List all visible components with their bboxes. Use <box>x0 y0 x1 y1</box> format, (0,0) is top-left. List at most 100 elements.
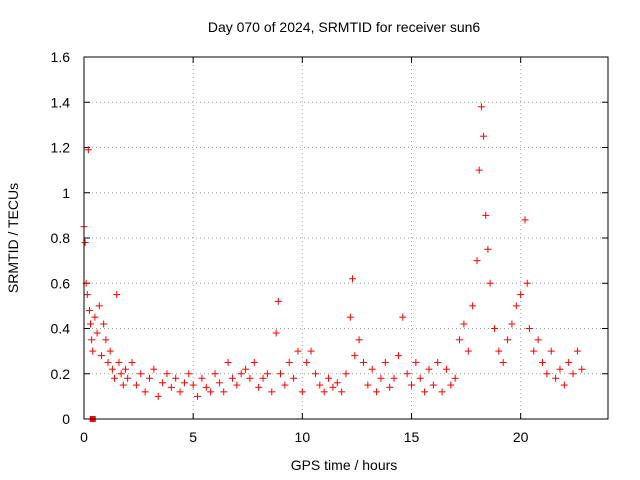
data-point <box>172 374 180 382</box>
data-point <box>399 313 407 321</box>
data-point <box>416 374 424 382</box>
data-point <box>124 374 132 382</box>
y-tick-label: 0.8 <box>51 230 71 246</box>
data-point <box>87 320 95 328</box>
data-point <box>469 302 477 310</box>
data-point <box>198 374 206 382</box>
data-point <box>504 336 512 344</box>
data-point <box>442 365 450 373</box>
data-point <box>106 347 114 355</box>
y-tick-label: 0 <box>62 411 70 427</box>
data-point <box>163 370 171 378</box>
data-point <box>268 388 276 396</box>
data-point <box>473 257 481 265</box>
data-point <box>434 358 442 366</box>
data-point <box>185 370 193 378</box>
data-point <box>333 379 341 387</box>
data-point <box>117 370 125 378</box>
y-tick-label: 1.6 <box>51 49 71 65</box>
data-point <box>128 358 136 366</box>
data-point <box>403 370 411 378</box>
data-point <box>228 374 236 382</box>
y-tick-label: 1.2 <box>51 140 71 156</box>
data-point <box>274 297 282 305</box>
data-point <box>307 347 315 355</box>
data-point <box>447 381 455 389</box>
data-point <box>429 381 437 389</box>
data-point <box>342 370 350 378</box>
data-point <box>547 347 555 355</box>
data-point <box>272 329 280 337</box>
data-point <box>539 358 546 366</box>
data-point <box>359 358 367 366</box>
grid <box>84 57 608 419</box>
data-point <box>202 383 210 391</box>
data-point <box>495 347 503 355</box>
data-point <box>543 370 551 378</box>
x-tick-label: 20 <box>513 429 529 445</box>
data-point <box>167 383 175 391</box>
data-point <box>85 306 93 314</box>
data-point <box>484 245 492 253</box>
data-point <box>115 358 123 366</box>
data-point <box>141 388 149 396</box>
y-tick-label: 0.6 <box>51 275 71 291</box>
data-point <box>84 146 92 154</box>
data-point <box>102 336 110 344</box>
data-point <box>224 358 232 366</box>
x-tick-label: 10 <box>295 429 311 445</box>
data-point <box>303 358 311 366</box>
y-tick-label: 1 <box>62 185 70 201</box>
data-point <box>100 320 108 328</box>
data-point <box>486 279 494 287</box>
plot-frame <box>83 56 609 420</box>
chart-title: Day 070 of 2024, SRMTID for receiver sun… <box>208 19 481 35</box>
data-point <box>338 388 346 396</box>
data-point <box>408 381 415 389</box>
data-point <box>346 313 354 321</box>
data-point <box>215 379 223 387</box>
data-point <box>523 279 531 287</box>
data-point <box>525 325 533 332</box>
data-point <box>91 313 99 321</box>
data-point <box>364 381 372 389</box>
data-point <box>373 388 381 396</box>
data-point <box>233 381 241 389</box>
data-point <box>111 374 119 382</box>
ticks <box>83 56 608 420</box>
data-point <box>146 374 153 382</box>
data-point <box>573 347 581 355</box>
data-point <box>137 370 145 378</box>
data-point <box>311 370 319 378</box>
data-point <box>381 358 389 366</box>
data-point <box>456 336 464 344</box>
data-point <box>475 166 483 174</box>
data-point <box>88 336 96 344</box>
data-point <box>159 379 167 387</box>
data-point <box>386 383 394 391</box>
data-point <box>180 379 188 387</box>
data-point <box>95 302 103 310</box>
data-point <box>490 325 498 332</box>
data-point <box>482 211 490 219</box>
data-point <box>480 132 488 140</box>
data-point <box>97 352 105 360</box>
data-point <box>89 347 97 355</box>
y-tick-label: 0.4 <box>51 321 71 337</box>
data-point <box>294 347 302 355</box>
data-point <box>351 352 359 360</box>
data-point <box>477 103 485 111</box>
data-point <box>349 275 357 283</box>
data-point <box>281 381 289 389</box>
data-point <box>150 365 158 373</box>
data-point <box>207 388 215 396</box>
data-point <box>81 239 89 247</box>
data-point <box>298 388 306 396</box>
data-point <box>412 358 420 366</box>
data-point <box>263 370 271 378</box>
data-point <box>512 302 520 310</box>
data-point <box>316 381 324 389</box>
data-point <box>325 374 333 382</box>
data-point <box>154 392 162 400</box>
